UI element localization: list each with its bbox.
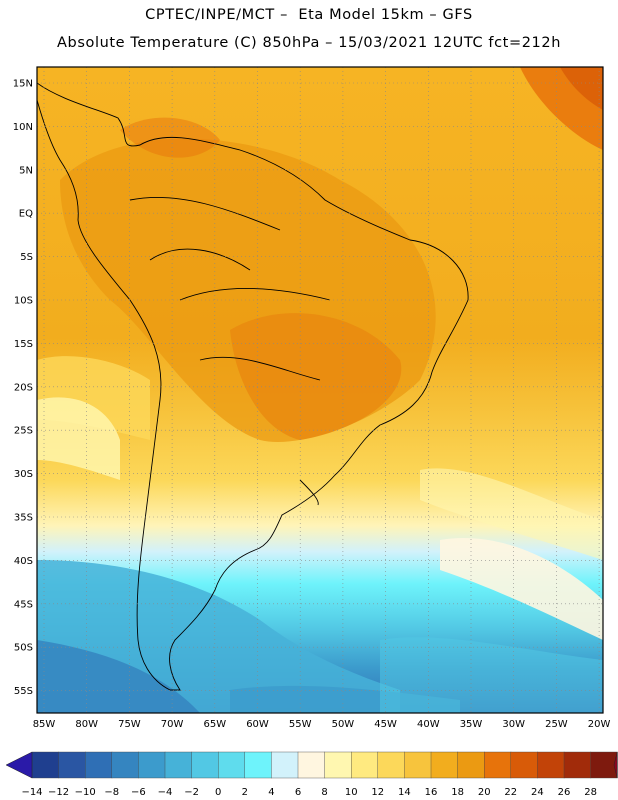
lon-label: 80W xyxy=(75,719,98,730)
colorbar-swatch xyxy=(537,751,565,779)
colorbar-swatch xyxy=(510,751,538,779)
map-title-line2: Absolute Temperature (C) 850hPa – 15/03/… xyxy=(57,35,561,51)
map-frame xyxy=(36,66,604,714)
lat-label: 15S xyxy=(14,339,33,350)
lon-label: 25W xyxy=(545,719,568,730)
colorbar-label: 20 xyxy=(478,787,491,798)
colorbar-swatch xyxy=(563,751,592,779)
lat-label: 5S xyxy=(20,252,33,263)
colorbar-swatch xyxy=(58,751,86,779)
colorbar-label: 28 xyxy=(584,787,597,798)
lat-label: 25S xyxy=(14,426,33,437)
colorbar-label: −6 xyxy=(131,787,146,798)
lon-label: 55W xyxy=(289,719,312,730)
colorbar-swatch xyxy=(191,751,219,779)
colorbar-label: 10 xyxy=(345,787,358,798)
colorbar-swatch xyxy=(84,751,113,779)
colorbar-label: 2 xyxy=(242,787,248,798)
colorbar-label: −8 xyxy=(104,787,119,798)
colorbar-swatch xyxy=(138,751,166,779)
colorbar-label: 12 xyxy=(371,787,384,798)
colorbar-label: −10 xyxy=(75,787,96,798)
colorbar-swatch xyxy=(31,751,60,779)
lon-label: 45W xyxy=(374,719,397,730)
lat-label: 10S xyxy=(14,296,33,307)
colorbar-label: 14 xyxy=(398,787,411,798)
lat-label: 35S xyxy=(14,513,33,524)
lat-label: 55S xyxy=(14,686,33,697)
lon-label: 50W xyxy=(332,719,355,730)
coastline-outline xyxy=(37,82,469,691)
colorbar-swatch xyxy=(457,751,485,779)
colorbar-label: 22 xyxy=(504,787,517,798)
colorbar-label: −4 xyxy=(158,787,173,798)
map-title-line1: CPTEC/INPE/MCT – Eta Model 15km – GFS xyxy=(145,7,473,23)
colorbar-label: −12 xyxy=(48,787,69,798)
colorbar-swatch xyxy=(324,751,352,779)
colorbar-swatch xyxy=(484,751,512,779)
lon-label: 75W xyxy=(118,719,141,730)
lon-label: 40W xyxy=(417,719,440,730)
latitude-labels: 15N 10N 5N EQ 5S 10S 15S 20S 25S 30S 35S 40S 45S 50S 5… xyxy=(13,79,33,698)
colorbar-label: 4 xyxy=(268,787,274,798)
lat-label: 40S xyxy=(14,556,33,567)
lon-label: 70W xyxy=(161,719,184,730)
colorbar-label: −14 xyxy=(21,787,42,798)
colorbar-swatch xyxy=(590,751,618,779)
longitude-labels: 85W 80W 75W 70W 65W 60W 55W 50W 45W 40W 35W 30W 25W 2… xyxy=(33,719,611,730)
colorbar xyxy=(5,751,618,779)
lon-label: 35W xyxy=(460,719,483,730)
lat-label: 10N xyxy=(13,122,33,133)
lat-label: 50S xyxy=(14,643,33,654)
colorbar-left-arrow xyxy=(5,751,33,779)
colorbar-label: 6 xyxy=(295,787,301,798)
colorbar-label: 26 xyxy=(558,787,571,798)
lon-label: 20W xyxy=(588,719,611,730)
lon-label: 60W xyxy=(246,719,269,730)
lon-label: 85W xyxy=(33,719,56,730)
lat-label: 15N xyxy=(13,79,33,90)
lat-label: 30S xyxy=(14,469,33,480)
colorbar-label: 24 xyxy=(531,787,544,798)
lat-label: EQ xyxy=(19,209,33,220)
colorbar-label: 18 xyxy=(451,787,464,798)
colorbar-swatch xyxy=(297,751,326,779)
colorbar-swatch xyxy=(430,751,459,779)
colorbar-label: 16 xyxy=(425,787,438,798)
colorbar-label: 8 xyxy=(321,787,327,798)
colorbar-swatch xyxy=(404,751,432,779)
colorbar-right-arrow xyxy=(613,751,618,779)
colorbar-swatch xyxy=(271,751,299,779)
temperature-field xyxy=(37,67,603,713)
lat-label: 20S xyxy=(14,382,33,393)
colorbar-swatch xyxy=(217,751,246,779)
colorbar-label: 0 xyxy=(215,787,221,798)
colorbar-swatch xyxy=(351,751,379,779)
colorbar-swatch xyxy=(111,751,139,779)
lat-label: 45S xyxy=(14,599,33,610)
lat-label: 5N xyxy=(19,165,33,176)
colorbar-swatch xyxy=(377,751,405,779)
colorbar-swatch xyxy=(164,751,193,779)
lon-label: 65W xyxy=(203,719,226,730)
colorbar-label: −2 xyxy=(184,787,199,798)
colorbar-swatch xyxy=(244,751,272,779)
lon-label: 30W xyxy=(502,719,525,730)
colorbar-labels: −14 −12 −10 −8 −6 −4 −2 0 2 4 6 8 10 12 14 16 18 20 22 24 26… xyxy=(21,787,597,798)
